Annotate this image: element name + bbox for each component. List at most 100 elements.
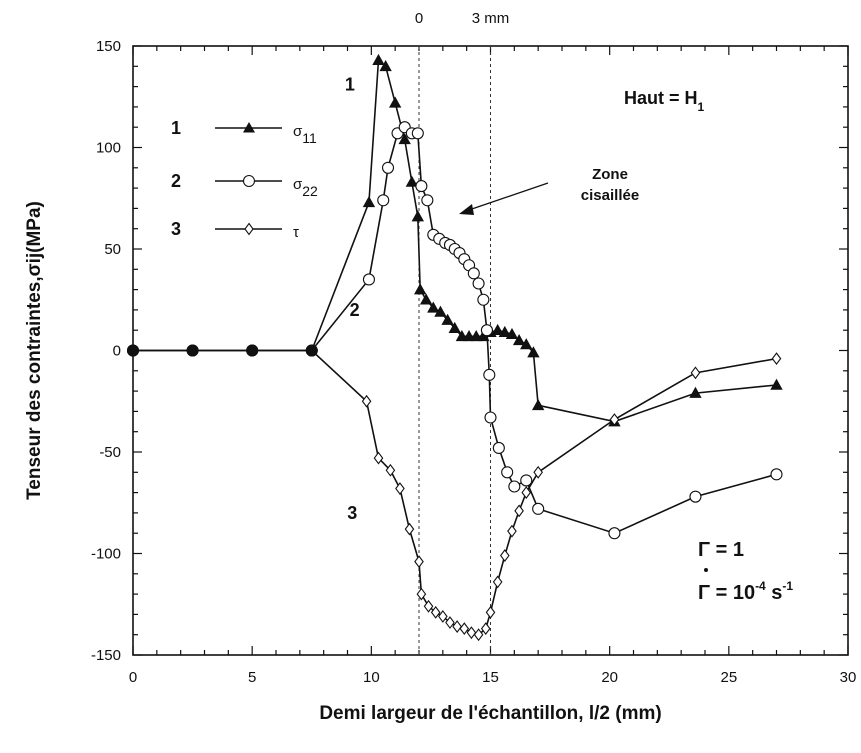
data-point-2 xyxy=(532,502,545,515)
data-point-2 xyxy=(381,161,395,174)
data-point-1 xyxy=(531,398,545,411)
data-point-3 xyxy=(416,587,427,601)
data-point-1 xyxy=(520,338,533,350)
legend-symbol: τ xyxy=(293,224,299,241)
x-tick-label: 25 xyxy=(720,669,737,686)
series-line-3 xyxy=(133,349,777,636)
x-tick-label: 5 xyxy=(248,669,256,686)
y-tick-label: 0 xyxy=(113,343,121,360)
top-axis-label: 3 mm xyxy=(472,10,510,27)
data-point-3 xyxy=(430,605,441,619)
data-point-2 xyxy=(472,277,485,290)
data-point-3 xyxy=(445,616,455,629)
data-point-1 xyxy=(388,96,402,108)
data-point-1 xyxy=(411,210,424,222)
legend-symbol-main: σ xyxy=(293,176,303,193)
data-point-1 xyxy=(448,321,461,333)
y-tick-label: 50 xyxy=(104,241,121,258)
gamma-dot-unit-exponent: -1 xyxy=(782,579,793,593)
data-point-2 xyxy=(608,527,621,540)
x-tick-label: 10 xyxy=(363,669,380,686)
data-point-2 xyxy=(411,127,424,140)
condition-label: Haut = H1 xyxy=(624,88,705,114)
zone-label-line1: Zone xyxy=(592,166,628,183)
data-point-1 xyxy=(441,313,454,325)
data-point-3 xyxy=(771,352,782,366)
data-point-1 xyxy=(427,301,440,313)
legend-marker xyxy=(244,222,254,236)
zone-arrow-shaft xyxy=(465,182,549,212)
data-point-2 xyxy=(501,466,514,479)
data-point-3 xyxy=(361,394,372,408)
data-point-2 xyxy=(362,273,376,286)
legend-symbol-subscript: 11 xyxy=(302,130,317,146)
data-point-3 xyxy=(404,522,415,536)
data-point-2 xyxy=(520,474,533,487)
top-axis-label: 0 xyxy=(415,10,423,27)
data-point-1 xyxy=(512,334,526,346)
data-point-1 xyxy=(498,325,511,338)
zone-label-line2: cisaillée xyxy=(581,187,639,204)
legend-number: 1 xyxy=(171,118,181,138)
data-point-3 xyxy=(305,344,318,357)
data-point-3 xyxy=(480,622,491,636)
y-tick-label: -150 xyxy=(91,647,121,664)
x-tick-label: 0 xyxy=(129,669,137,686)
data-point-3 xyxy=(395,482,405,495)
legend-symbol: σ11 xyxy=(293,123,317,146)
data-point-3 xyxy=(423,599,434,613)
data-point-3 xyxy=(452,620,462,633)
data-point-2 xyxy=(508,480,521,493)
curve-label: 3 xyxy=(347,503,357,523)
legend-symbol-subscript: 22 xyxy=(302,183,318,199)
data-point-2 xyxy=(467,267,480,280)
legend-symbol-main: τ xyxy=(293,224,299,241)
data-point-3 xyxy=(473,628,484,642)
data-point-3 xyxy=(385,463,396,477)
y-tick-label: 100 xyxy=(96,140,121,157)
data-point-3 xyxy=(466,626,477,640)
y-axis-title: Tenseur des contraintes,σij(MPa) xyxy=(24,201,45,500)
data-point-3 xyxy=(127,344,139,357)
legend-symbol-main: σ xyxy=(293,123,303,140)
data-point-3 xyxy=(459,622,470,636)
data-point-2 xyxy=(689,490,702,503)
legend-number: 3 xyxy=(171,219,181,239)
data-point-3 xyxy=(521,486,532,500)
data-point-3 xyxy=(507,524,517,538)
data-point-3 xyxy=(485,605,496,619)
series-line-1 xyxy=(133,58,777,423)
gamma-label: Γ = 1 xyxy=(698,539,744,561)
data-point-1 xyxy=(527,346,540,358)
series-group xyxy=(133,58,777,636)
y-tick-label: -50 xyxy=(99,444,121,461)
data-point-2 xyxy=(377,194,390,207)
data-point-3 xyxy=(373,451,384,465)
condition-label-subscript: 1 xyxy=(698,100,705,114)
data-point-3 xyxy=(690,366,701,380)
data-point-2 xyxy=(480,324,493,337)
legend-marker xyxy=(242,174,256,188)
gamma-dot-unit: s xyxy=(766,582,783,604)
data-point-1 xyxy=(405,175,419,187)
data-point-1 xyxy=(379,59,392,72)
data-point-3 xyxy=(186,344,199,357)
data-point-1 xyxy=(491,323,504,336)
data-point-2 xyxy=(421,194,434,207)
data-point-1 xyxy=(414,283,427,295)
x-tick-label: 30 xyxy=(840,669,857,686)
y-tick-label: 150 xyxy=(96,38,121,55)
data-point-1 xyxy=(398,133,411,145)
data-point-3 xyxy=(438,610,448,623)
data-point-3 xyxy=(499,549,510,562)
data-point-1 xyxy=(434,305,447,317)
x-tick-label: 15 xyxy=(482,669,499,686)
x-axis-title: Demi largeur de l'échantillon, l/2 (mm) xyxy=(319,703,661,724)
data-point-2 xyxy=(492,441,505,454)
data-point-1 xyxy=(419,293,433,305)
x-tick-label: 20 xyxy=(601,669,618,686)
curve-label: 2 xyxy=(350,300,360,320)
data-point-1 xyxy=(372,53,385,66)
data-point-2 xyxy=(415,180,428,193)
